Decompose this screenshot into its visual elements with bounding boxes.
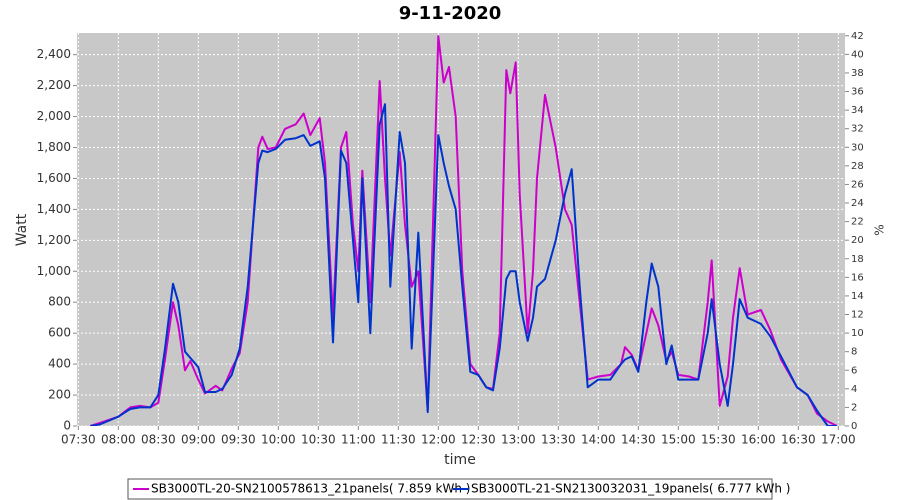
legend-label: SB3000TL-20-SN2100578613_21panels( 7.859… xyxy=(151,482,470,496)
y-tick-label: 1,400 xyxy=(37,202,71,216)
y-tick-label: 200 xyxy=(48,388,71,402)
y2-tick-label: 2 xyxy=(851,402,857,413)
y2-tick-label: 26 xyxy=(851,179,864,190)
y2-tick-label: 18 xyxy=(851,254,864,265)
y2-tick-label: 6 xyxy=(851,365,857,376)
y2-tick-label: 32 xyxy=(851,124,864,135)
y2-tick-label: 38 xyxy=(851,68,864,79)
y2-tick-label: 20 xyxy=(851,235,864,246)
y2-tick-label: 34 xyxy=(851,105,864,116)
y-tick-label: 400 xyxy=(48,357,71,371)
x-tick-label: 15:30 xyxy=(701,433,736,447)
x-tick-label: 11:00 xyxy=(341,433,376,447)
x-tick-label: 08:30 xyxy=(141,433,176,447)
y2-tick-label: 12 xyxy=(851,310,864,321)
x-tick-label: 16:00 xyxy=(741,433,776,447)
y2-tick-label: 10 xyxy=(851,328,864,339)
y2-tick-label: 0 xyxy=(851,421,857,432)
x-tick-label: 13:30 xyxy=(541,433,576,447)
y2-tick-label: 4 xyxy=(851,384,857,395)
x-tick-label: 14:30 xyxy=(621,433,656,447)
y-tick-label: 0 xyxy=(63,419,71,433)
x-tick-label: 15:00 xyxy=(661,433,696,447)
x-tick-label: 11:30 xyxy=(381,433,416,447)
x-tick-label: 08:00 xyxy=(101,433,136,447)
x-axis-label: time xyxy=(444,452,476,468)
y2-tick-label: 40 xyxy=(851,49,864,60)
y2-tick-label: 8 xyxy=(851,347,857,358)
series-line xyxy=(89,35,838,426)
y2-tick-label: 14 xyxy=(851,291,864,302)
x-tick-label: 12:30 xyxy=(461,433,496,447)
y2-tick-label: 16 xyxy=(851,272,864,283)
y2-tick-label: 22 xyxy=(851,217,864,228)
x-tick-label: 12:00 xyxy=(421,433,456,447)
series-line xyxy=(90,103,837,426)
y-tick-label: 2,200 xyxy=(37,78,71,92)
y-tick-label: 1,600 xyxy=(37,171,71,185)
y2-tick-label: 36 xyxy=(851,87,864,98)
y-tick-label: 1,200 xyxy=(37,233,71,247)
y2-tick-label: 28 xyxy=(851,161,864,172)
y-tick-label: 1,800 xyxy=(37,140,71,154)
y2-tick-label: 24 xyxy=(851,198,864,209)
y-tick-label: 1,000 xyxy=(37,264,71,278)
x-tick-label: 10:00 xyxy=(261,433,296,447)
x-tick-label: 10:30 xyxy=(301,433,336,447)
y-axis-label: Watt xyxy=(14,213,30,246)
y-tick-label: 2,400 xyxy=(37,47,71,61)
x-tick-label: 09:00 xyxy=(181,433,216,447)
x-tick-label: 16:30 xyxy=(781,433,816,447)
legend-label: SB3000TL-21-SN2130032031_19panels( 6.777… xyxy=(471,482,790,496)
x-tick-label: 17:00 xyxy=(821,433,856,447)
y-tick-label: 800 xyxy=(48,295,71,309)
chart-title: 9-11-2020 xyxy=(399,3,502,24)
x-tick-label: 13:00 xyxy=(501,433,536,447)
y-tick-label: 600 xyxy=(48,326,71,340)
x-tick-label: 09:30 xyxy=(221,433,256,447)
y2-axis-label: % xyxy=(873,224,887,235)
y2-tick-label: 42 xyxy=(851,31,864,42)
legend xyxy=(127,478,773,500)
x-tick-label: 07:30 xyxy=(61,433,96,447)
y-tick-label: 2,000 xyxy=(37,109,71,123)
x-tick-label: 14:00 xyxy=(581,433,616,447)
y2-tick-label: 30 xyxy=(851,142,864,153)
